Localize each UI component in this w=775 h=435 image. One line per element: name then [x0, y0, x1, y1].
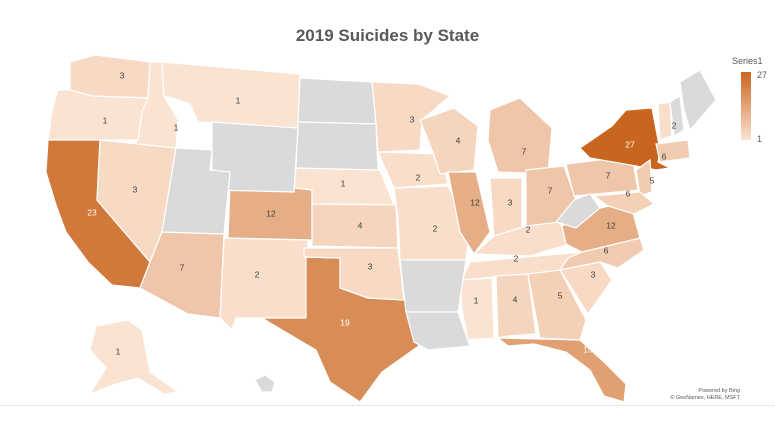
state-label-in: 3	[508, 197, 513, 207]
state-nh[interactable]	[669, 95, 685, 137]
state-label-sc: 3	[591, 269, 596, 279]
state-label-ak: 1	[116, 346, 121, 356]
state-ks[interactable]	[311, 203, 399, 249]
state-vt[interactable]	[657, 101, 673, 141]
state-label-ga: 5	[558, 290, 563, 300]
state-la[interactable]	[405, 311, 471, 351]
state-label-va: 12	[606, 220, 616, 230]
state-ok[interactable]	[303, 247, 405, 301]
state-label-mo: 2	[433, 223, 438, 233]
credit-attribution: © GeoNames, HERE, MSFT	[670, 395, 740, 401]
state-label-ct: 6	[662, 151, 667, 161]
state-label-id: 1	[174, 122, 179, 132]
legend-min-label: 1	[757, 134, 763, 144]
state-ia[interactable]	[377, 151, 449, 189]
state-label-ny: 27	[625, 139, 635, 149]
state-label-ca: 23	[87, 207, 97, 217]
state-mi[interactable]	[487, 97, 553, 175]
state-label-or: 1	[103, 115, 108, 125]
state-label-az: 7	[180, 262, 185, 272]
state-me[interactable]	[679, 69, 717, 132]
state-label-fl: 15	[583, 344, 593, 354]
state-label-ks: 4	[358, 220, 363, 230]
state-ak[interactable]	[88, 319, 180, 396]
state-label-ky: 2	[526, 224, 531, 234]
state-label-mi: 7	[522, 146, 527, 156]
state-md[interactable]	[592, 191, 656, 215]
state-nc[interactable]	[558, 237, 645, 271]
state-label-mt: 1	[236, 95, 241, 105]
state-wv[interactable]	[554, 193, 601, 229]
state-label-mn: 3	[410, 114, 415, 124]
credit-powered-by: Powered by Bing	[698, 388, 740, 394]
state-wa[interactable]	[69, 54, 151, 99]
state-ct[interactable]	[655, 139, 691, 163]
state-label-pa: 7	[606, 170, 611, 180]
state-label-wi: 4	[456, 135, 461, 145]
state-wy[interactable]	[211, 121, 299, 193]
state-label-md: 5	[650, 175, 655, 185]
state-al[interactable]	[495, 273, 537, 339]
state-label-co: 12	[266, 208, 276, 218]
state-label-nj: 6	[626, 188, 631, 198]
chart-title: 2019 Suicides by State	[295, 26, 480, 45]
state-label-ms: 1	[474, 295, 479, 305]
state-ut[interactable]	[161, 147, 231, 235]
state-ms[interactable]	[459, 277, 495, 341]
legend-title: Series1	[732, 56, 763, 66]
state-ga[interactable]	[527, 269, 587, 341]
state-label-al: 4	[513, 294, 518, 304]
state-sd[interactable]	[295, 121, 379, 171]
state-label-nm: 2	[255, 269, 260, 279]
state-label-ne: 1	[341, 178, 346, 188]
state-label-vt: 2	[672, 120, 677, 130]
state-il[interactable]	[447, 171, 491, 256]
state-label-il: 12	[470, 197, 480, 207]
state-ar[interactable]	[399, 259, 467, 313]
state-nm[interactable]	[219, 237, 309, 332]
state-in[interactable]	[489, 177, 523, 237]
state-label-ia: 2	[416, 172, 421, 182]
map-credit: Powered by Bing © GeoNames, HERE, MSFT	[650, 388, 740, 402]
state-fl[interactable]	[496, 337, 627, 403]
state-label-nc: 6	[604, 245, 609, 255]
state-nd[interactable]	[297, 77, 377, 125]
state-ny[interactable]	[579, 107, 672, 171]
state-wi[interactable]	[419, 107, 479, 175]
state-label-tn: 2	[514, 253, 519, 263]
state-label-tx: 19	[340, 317, 350, 327]
state-label-nv: 3	[133, 184, 138, 194]
legend-gradient-bar	[741, 72, 751, 140]
state-label-oh: 7	[548, 185, 553, 195]
state-mt[interactable]	[161, 61, 301, 129]
state-or[interactable]	[47, 89, 149, 141]
legend-max-label: 27	[757, 70, 768, 80]
state-hi[interactable]	[254, 374, 276, 393]
bottom-divider	[0, 405, 775, 406]
state-label-wa: 3	[120, 70, 125, 80]
state-label-ok: 3	[368, 261, 373, 271]
state-nj[interactable]	[635, 158, 653, 197]
